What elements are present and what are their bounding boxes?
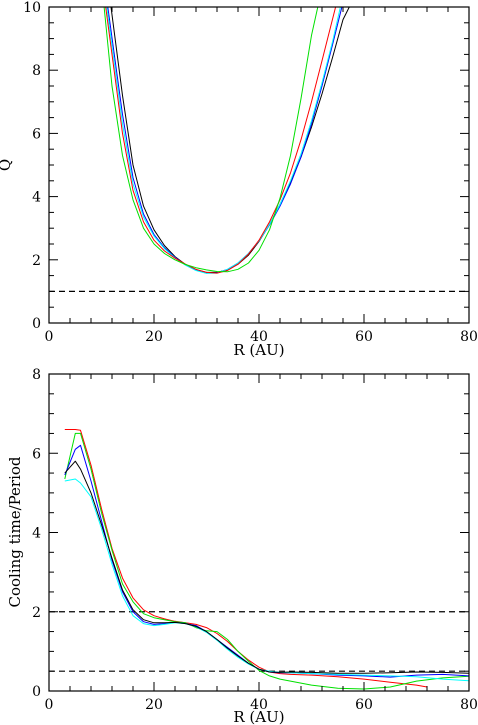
cooling-plot-frame: [48, 373, 470, 692]
q-x-tick-label: 0: [45, 329, 54, 345]
cooling-series-line-4: [64, 460, 469, 674]
q-y-tick-label: 6: [32, 126, 41, 142]
q-y-tick-label: 2: [32, 253, 41, 269]
q-profile-panel: 0 20 40 60 80 0 2 4 6 8 10 R (AU) Q: [0, 0, 478, 359]
q-y-tick-label: 10: [23, 0, 41, 16]
cooling-x-tick-label: 0: [45, 697, 54, 713]
q-y-tick-label: 0: [32, 316, 41, 332]
cooling-series-line-1: [64, 432, 469, 690]
q-y-tick-label: 8: [32, 63, 41, 79]
cooling-x-tick-label: 60: [355, 697, 373, 713]
cooling-y-tick-label: 4: [32, 526, 41, 542]
q-series-line-2: [106, 7, 341, 274]
q-x-tick-label: 20: [145, 329, 163, 345]
cooling-time-panel: 0 20 40 60 80 0 2 4 6 8 R (AU) Cooling time/Period: [6, 367, 478, 725]
q-x-tick-label: 80: [460, 329, 478, 345]
q-x-axis-label: R (AU): [233, 341, 284, 359]
q-y-axis-label: Q: [0, 159, 14, 171]
cooling-x-tick-label: 20: [145, 697, 163, 713]
cooling-series-line-0: [64, 429, 428, 688]
q-series-line-1: [107, 7, 343, 274]
cooling-x-tick-label: 40: [250, 697, 268, 713]
q-x-tick-label: 60: [355, 329, 373, 345]
q-series-line-4: [103, 7, 319, 273]
cooling-series-line-3: [64, 478, 469, 682]
cooling-x-tick-label: 80: [460, 697, 478, 713]
q-y-tick-label: 4: [32, 190, 41, 206]
cooling-y-axis-label: Cooling time/Period: [6, 456, 24, 607]
cooling-x-axis-label: R (AU): [233, 708, 284, 725]
cooling-y-tick-label: 2: [32, 605, 41, 621]
q-series-line-3: [105, 7, 337, 274]
cooling-y-tick-label: 0: [32, 684, 41, 700]
cooling-y-tick-label: 6: [32, 446, 41, 462]
q-x-tick-label: 40: [250, 329, 268, 345]
cooling-y-tick-label: 8: [32, 367, 41, 383]
cooling-series-line-2: [64, 444, 469, 678]
